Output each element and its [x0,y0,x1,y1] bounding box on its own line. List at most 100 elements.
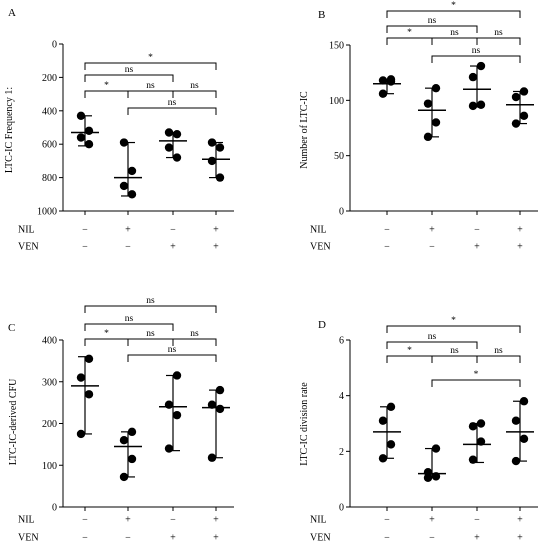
data-point [164,128,174,137]
data-point [476,61,486,71]
y-tick-label: 0 [52,503,57,514]
condition-symbol: − [82,533,88,544]
data-point [127,427,137,437]
condition-symbol: − [384,533,390,544]
data-point [378,76,388,85]
data-point [119,472,129,482]
data-point [84,354,94,363]
data-point [378,89,388,98]
data-point [164,444,174,453]
condition-symbol: + [517,225,523,236]
significance-bracket [386,25,478,33]
panel-label: C [8,322,15,334]
significance-label: * [474,370,479,380]
data-point [215,143,225,152]
data-point [207,156,217,166]
y-tick-label: 200 [42,73,57,84]
condition-symbol: − [125,533,131,544]
data-point [127,166,137,176]
condition-symbol: + [429,225,435,236]
condition-row-label: NIL [18,515,35,526]
y-tick-label: 0 [339,503,344,514]
significance-bracket [386,355,433,363]
data-point [468,455,478,464]
y-tick-label: 0 [52,40,57,51]
y-tick-label: 100 [329,96,344,107]
significance-bracket [84,90,129,98]
significance-bracket [431,55,521,63]
data-point [76,373,86,382]
significance-label: * [451,316,456,326]
significance-bracket [431,355,478,363]
y-tick-label: 400 [42,336,57,347]
y-tick-label: 300 [42,377,57,388]
data-point [476,100,486,109]
significance-label: ns [450,346,459,356]
significance-label: ns [450,28,459,38]
condition-symbol: − [82,515,88,526]
significance-label: ns [168,345,177,355]
significance-bracket [386,341,478,349]
significance-bracket [84,323,174,331]
condition-row-label: VEN [18,242,39,253]
data-point [207,453,217,462]
condition-symbol: + [213,225,219,236]
significance-label: * [148,53,153,63]
significance-label: ns [168,98,177,108]
significance-label: * [451,1,456,11]
condition-row-label: NIL [310,225,327,236]
data-point [215,173,225,182]
significance-bracket [431,37,478,45]
condition-symbol: + [474,533,480,544]
data-point [519,397,529,406]
condition-symbol: + [517,533,523,544]
significance-bracket [84,62,217,70]
data-point [84,390,94,399]
significance-bracket [84,338,129,346]
condition-symbol: − [170,225,176,236]
condition-symbol: + [125,515,131,526]
y-tick-label: 600 [42,140,57,151]
data-point [423,468,433,477]
data-point [468,101,478,111]
data-point [207,400,217,409]
condition-symbol: + [213,533,219,544]
significance-label: * [104,81,109,91]
significance-bracket [386,37,433,45]
y-tick-label: 200 [42,419,57,430]
panel-label: B [318,9,325,21]
significance-bracket [172,338,217,346]
condition-symbol: + [213,242,219,253]
significance-bracket [127,107,217,115]
condition-symbol: − [474,225,480,236]
y-tick-label: 0 [339,207,344,218]
data-point [511,456,521,466]
data-point [84,126,94,136]
panel-label: D [318,319,326,331]
condition-symbol: + [429,515,435,526]
significance-label: ns [428,332,437,342]
condition-symbol: − [429,242,435,253]
data-point [476,419,486,428]
data-point [76,111,86,121]
y-axis-label: LTC-IC division rate [299,382,310,466]
significance-bracket [127,354,217,362]
y-tick-label: 4 [339,391,344,402]
condition-row-label: VEN [310,533,331,544]
data-point [119,138,129,147]
significance-label: ns [125,314,134,324]
data-point [511,92,521,102]
significance-label: ns [494,28,503,38]
data-point [468,72,478,82]
data-point [386,402,396,411]
data-point [431,444,441,453]
y-tick-label: 6 [339,336,344,347]
data-point [511,119,521,128]
data-point [378,454,388,463]
y-axis-label: Number of LTC-IC [299,91,310,169]
significance-label: * [104,329,109,339]
data-point [127,454,137,464]
condition-row-label: VEN [18,533,39,544]
condition-symbol: − [384,225,390,236]
